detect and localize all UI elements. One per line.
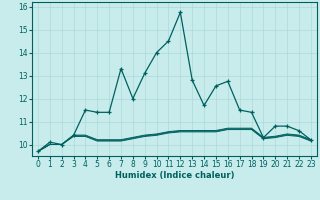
X-axis label: Humidex (Indice chaleur): Humidex (Indice chaleur) — [115, 171, 234, 180]
